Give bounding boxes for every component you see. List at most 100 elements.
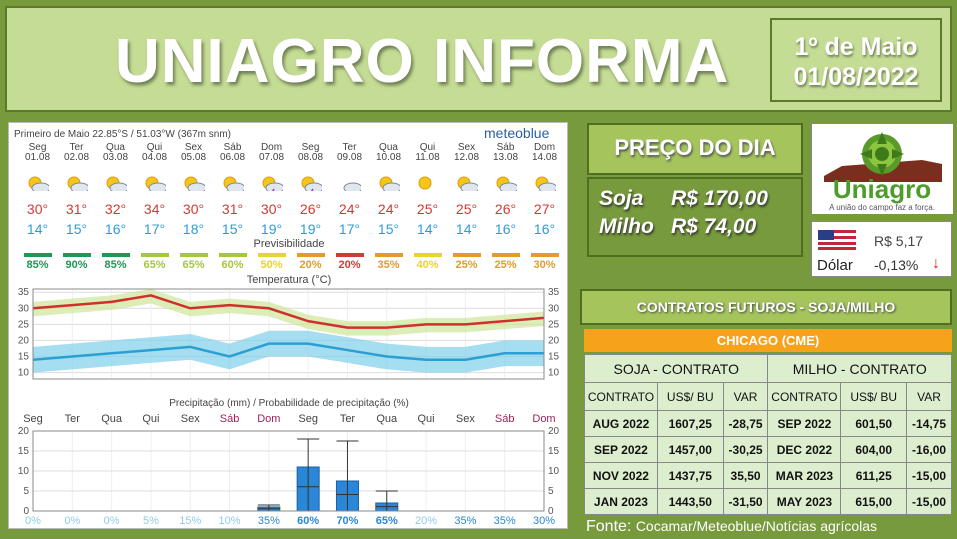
- us-flag-icon: [818, 230, 856, 250]
- day-label: Seg 08.08: [291, 143, 330, 163]
- day-label: Qui 04.08: [135, 143, 174, 163]
- x-tick-label: Seg: [298, 413, 318, 425]
- soja-price: R$ 170,00: [671, 187, 768, 210]
- temp-min: 19°: [299, 221, 322, 237]
- sun-cloud-icon: [457, 176, 478, 191]
- precip-probability: 10%: [219, 515, 241, 527]
- day-name: Seg: [28, 142, 47, 153]
- footer-prefix: Fonte:: [586, 518, 632, 535]
- temp-min: 14°: [26, 221, 49, 237]
- sun-cloud-icon: [67, 176, 88, 191]
- col-contract: CONTRATO: [767, 382, 842, 411]
- temp-max: 25°: [455, 201, 478, 217]
- precip-probability: 0%: [104, 515, 120, 527]
- predictability-label: Previsibilidade: [253, 238, 325, 250]
- cell-milho-c: MAY 2023: [767, 488, 842, 515]
- col-var: VAR: [906, 382, 952, 411]
- milho-label: Milho: [599, 215, 654, 238]
- predictability-value: 90%: [65, 259, 88, 271]
- y-tick-label: 20: [548, 335, 560, 346]
- temp-min: 16°: [104, 221, 127, 237]
- cell-milho-v: -15,00: [906, 488, 952, 515]
- day-date: 05.08: [180, 152, 207, 163]
- cell-milho-p: 615,00: [840, 488, 908, 515]
- milho-price: R$ 74,00: [671, 215, 757, 238]
- temp-min: 19°: [260, 221, 283, 237]
- milho-price-row: Milho R$ 74,00: [599, 213, 801, 241]
- day-name: Dom: [260, 142, 283, 153]
- precip-probability: 70%: [336, 515, 358, 527]
- day-date: 07.08: [258, 152, 285, 163]
- dollar-quote: R$ 5,17 Dólar -0,13% ↓: [811, 221, 952, 277]
- cell-milho-p: 604,00: [840, 436, 908, 463]
- precipitation-title: Precipitação (mm) / Probabilidade de pre…: [169, 398, 409, 409]
- exchange-label: CHICAGO (CME): [584, 329, 952, 352]
- precip-probability: 20%: [415, 515, 437, 527]
- day-name: Sex: [457, 142, 476, 153]
- predictability-value: 40%: [416, 259, 439, 271]
- page-title: UNIAGRO INFORMA: [115, 27, 730, 96]
- chart-border: [32, 288, 545, 380]
- brand-tagline: A união do campo faz a força.: [829, 203, 935, 212]
- cell-milho-p: 601,50: [840, 410, 908, 437]
- day-label: Ter 09.08: [330, 143, 369, 163]
- cell-milho-v: -16,00: [906, 436, 952, 463]
- price-heading: PREÇO DO DIA: [587, 123, 803, 175]
- predictability-bar: [258, 253, 286, 257]
- day-name: Qua: [379, 142, 398, 153]
- predictability-value: 35%: [377, 259, 400, 271]
- dollar-change: -0,13%: [874, 257, 919, 273]
- milho-contract-header: MILHO - CONTRATO: [767, 354, 952, 383]
- day-label: Qua 03.08: [96, 143, 135, 163]
- day-date: 13.08: [492, 152, 519, 163]
- sun-cloud-icon: [496, 176, 517, 191]
- predictability-value: 30%: [533, 259, 556, 271]
- location-name: 1º de Maio: [794, 33, 918, 61]
- x-tick-label: Ter: [65, 413, 81, 425]
- day-label: Seg 01.08: [18, 143, 57, 163]
- temperature-title: Temperatura (°C): [247, 274, 331, 286]
- soja-price-row: Soja R$ 170,00: [599, 185, 801, 213]
- table-row: SEP 2022 1457,00 -30,25 DEC 2022 604,00 -16,0…: [584, 436, 952, 463]
- y-tick-label: 35: [18, 287, 30, 298]
- precip-probability: 35%: [454, 515, 476, 527]
- sun-cloud-icon: [223, 176, 244, 191]
- precip-probability: 0%: [25, 515, 41, 527]
- y-tick-label: 35: [548, 287, 560, 298]
- predictability-bar: [414, 253, 442, 257]
- meteoblue-logo: meteoblue: [484, 125, 550, 141]
- y-tick-label: 20: [548, 426, 560, 437]
- temp-min: 15°: [65, 221, 88, 237]
- rain-cloud-icon: [343, 182, 361, 191]
- temp-max: 31°: [221, 201, 244, 217]
- precip-probability: 0%: [64, 515, 80, 527]
- day-label: Ter 02.08: [57, 143, 96, 163]
- cell-milho-c: MAR 2023: [767, 462, 842, 489]
- predictability-value: 60%: [221, 259, 244, 271]
- cell-soja-p: 1437,75: [656, 462, 724, 489]
- precip-probability: 5%: [143, 515, 159, 527]
- temp-max: 30°: [260, 201, 283, 217]
- cell-soja-c: JAN 2023: [584, 488, 658, 515]
- leaf-emblem-icon: [860, 132, 904, 176]
- day-label: Sáb 06.08: [213, 143, 252, 163]
- y-tick-label: 15: [18, 352, 30, 363]
- temp-min: 14°: [416, 221, 439, 237]
- storm-icon: [301, 176, 322, 191]
- predictability-bar: [492, 253, 520, 257]
- rain-sun-icon: [379, 176, 400, 191]
- futures-column-header: CONTRATO US$/ BU VAR CONTRATO US$/ BU VA…: [584, 382, 952, 411]
- table-row: NOV 2022 1437,75 35,50 MAR 2023 611,25 -15,00: [584, 462, 952, 489]
- cell-milho-c: DEC 2022: [767, 436, 842, 463]
- day-date: 11.08: [415, 152, 440, 163]
- y-tick-label: 25: [548, 319, 560, 330]
- day-label: Dom 07.08: [252, 143, 291, 163]
- col-price: US$/ BU: [656, 382, 724, 411]
- temp-max: 30°: [182, 201, 205, 217]
- soja-label: Soja: [599, 187, 644, 210]
- cell-soja-c: NOV 2022: [584, 462, 658, 489]
- futures-table: SOJA - CONTRATO MILHO - CONTRATO CONTRAT…: [583, 354, 952, 515]
- day-label: Dom 14.08: [525, 143, 564, 163]
- day-date: 02.08: [63, 152, 90, 163]
- cell-soja-v: -28,75: [722, 410, 769, 437]
